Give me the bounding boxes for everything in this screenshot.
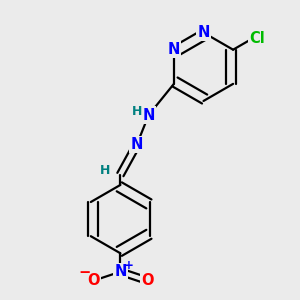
Text: N: N [142,108,155,123]
Text: N: N [130,137,143,152]
Text: −: − [78,265,90,280]
Text: Cl: Cl [249,31,265,46]
Text: N: N [168,42,180,57]
Text: H: H [132,105,142,118]
Text: +: + [124,259,134,272]
Text: N: N [114,264,127,279]
Text: O: O [87,273,100,288]
Text: N: N [197,25,210,40]
Text: O: O [141,273,153,288]
Text: H: H [100,164,111,177]
